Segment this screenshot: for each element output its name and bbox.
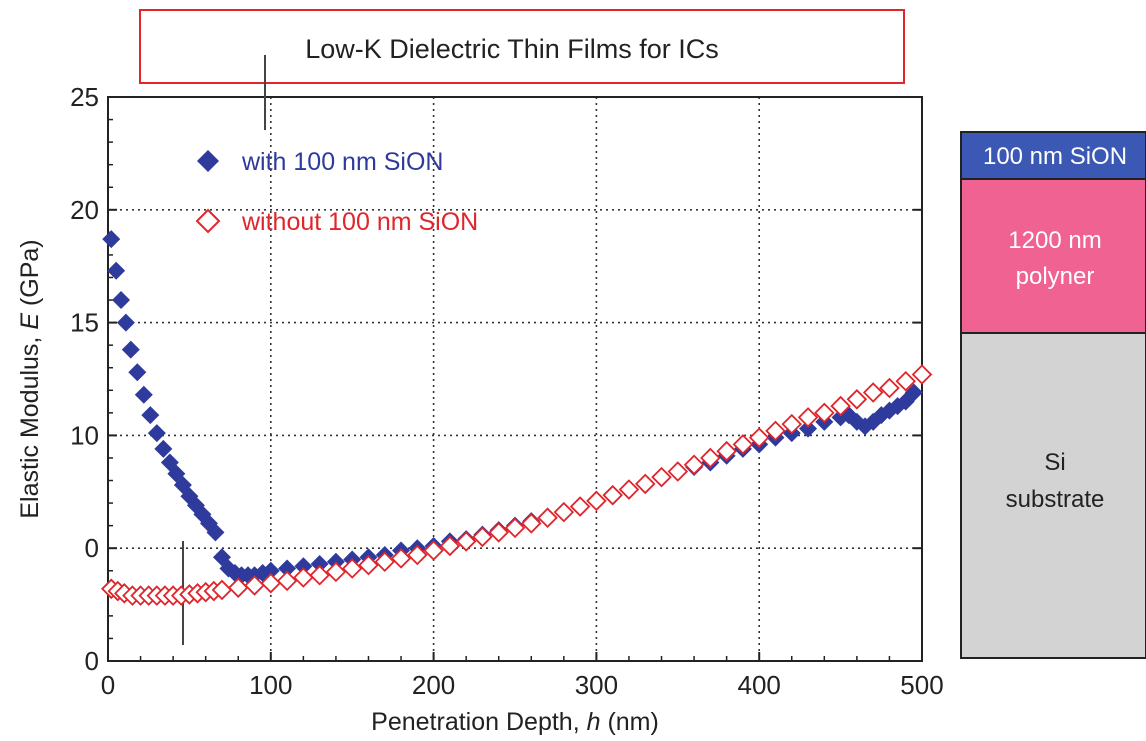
data-point (390, 548, 412, 569)
title-frame (139, 9, 905, 84)
x-tick-label: 300 (575, 670, 618, 700)
data-point (227, 577, 249, 598)
data-point (716, 440, 737, 462)
data-point (504, 517, 526, 539)
data-point (141, 406, 160, 425)
data-point (102, 230, 121, 249)
y-tick-label: 20 (70, 195, 99, 225)
data-point (154, 439, 173, 458)
substrate-label-line1: Si (1044, 449, 1065, 476)
data-point (797, 407, 819, 428)
legend-marker-open-diamond (195, 208, 221, 234)
data-point (293, 567, 314, 588)
data-point (781, 413, 803, 435)
data-point (765, 420, 786, 442)
data-point (278, 559, 297, 578)
substrate-layer (960, 332, 1146, 659)
data-point (537, 507, 558, 529)
data-point (472, 526, 493, 548)
polymer-layer (960, 178, 1146, 334)
data-point (260, 572, 282, 594)
data-point (211, 579, 233, 601)
x-axis-title: Penetration Depth, h (nm) (371, 708, 659, 736)
polymer-layer-label-line1: 1200 nm (1008, 227, 1101, 254)
data-point (116, 313, 135, 332)
x-tick-label: 0 (101, 670, 115, 700)
data-point (134, 385, 153, 404)
y-tick-label: 25 (70, 82, 99, 112)
data-point (206, 523, 225, 542)
data-point (112, 291, 131, 310)
data-point (830, 395, 851, 417)
data-point (276, 570, 298, 592)
polymer-layer-label-line2: polyner (1016, 263, 1095, 290)
data-point (748, 427, 770, 448)
y-axis-title: Elastic Modulus, E (GPa) (16, 239, 44, 518)
data-point (553, 501, 575, 523)
data-point (488, 522, 509, 543)
legend-marker-filled-diamond (197, 150, 219, 172)
data-point (455, 531, 477, 552)
data-point (358, 554, 379, 576)
substrate-label-line2: substrate (1006, 486, 1105, 513)
legend-label-without-sion: without 100 nm SiON (241, 208, 478, 236)
legend-label-with-sion: with 100 nm SiON (241, 148, 443, 176)
data-point (374, 551, 396, 573)
data-point (651, 466, 672, 488)
sion-layer-label: 100 nm SiON (983, 143, 1127, 170)
y-tick-label: 10 (70, 420, 99, 450)
data-point (846, 389, 868, 410)
data-point (911, 364, 933, 385)
x-tick-label: 100 (249, 670, 292, 700)
data-point (294, 557, 313, 576)
data-point (521, 513, 542, 534)
legend: with 100 nm SiON without 100 nm SiON (195, 148, 478, 236)
data-point (261, 561, 280, 580)
data-point (423, 540, 444, 561)
data-point (895, 370, 916, 392)
data-point (799, 419, 818, 438)
y-tick-label: 0 (85, 533, 99, 563)
x-tick-label: 200 (412, 670, 455, 700)
data-point (732, 434, 754, 455)
x-tick-label: 500 (900, 670, 943, 700)
chart-title: Low-K Dielectric Thin Films for ICs (305, 34, 719, 64)
data-point (310, 554, 329, 573)
y-axis-ticks: 0 0 10 15 20 25 (70, 82, 922, 676)
data-point (586, 490, 607, 512)
data-point (439, 535, 461, 557)
x-tick-label: 400 (738, 670, 781, 700)
data-point (879, 377, 900, 399)
layer-stack: 100 nm SiON 1200 nm polyner Si substrate (960, 131, 1146, 659)
data-point (862, 382, 884, 403)
data-series (100, 230, 933, 606)
y-tick-label: 15 (70, 308, 99, 338)
data-point (700, 447, 721, 469)
data-point (904, 383, 923, 402)
data-point (341, 558, 363, 579)
data-point (244, 575, 265, 596)
data-point (683, 454, 705, 476)
data-point (634, 473, 656, 495)
x-axis-ticks: 0 100 200 300 400 500 (101, 652, 944, 700)
data-point (121, 340, 140, 359)
data-point (618, 479, 640, 500)
title-box: Low-K Dielectric Thin Films for ICs (139, 9, 905, 84)
data-point (407, 544, 428, 566)
data-point (309, 564, 330, 586)
series-without-sion (100, 364, 933, 606)
data-point (667, 461, 689, 482)
data-point (128, 363, 147, 382)
data-point (325, 561, 347, 583)
data-point (814, 402, 835, 424)
y-tick-label: 0 (85, 646, 99, 676)
data-point (147, 424, 166, 443)
data-point (107, 261, 126, 280)
data-point (602, 484, 623, 506)
data-point (569, 496, 591, 517)
